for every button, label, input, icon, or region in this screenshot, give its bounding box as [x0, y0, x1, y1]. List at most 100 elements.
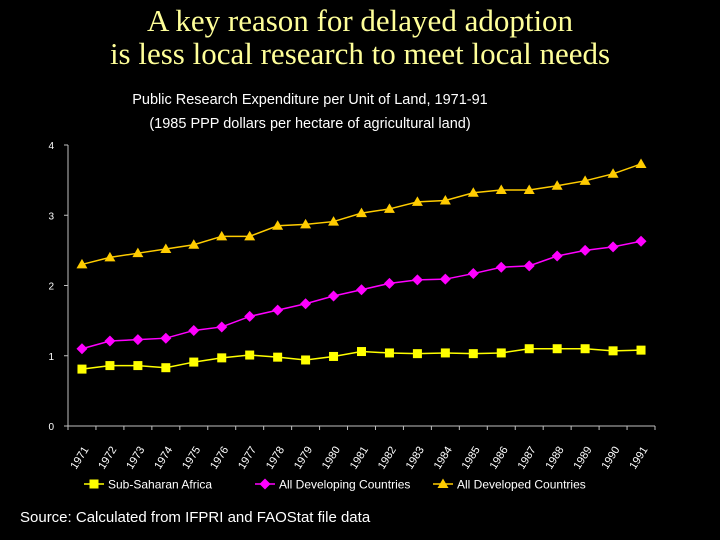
x-tick-label: 1983 [404, 444, 427, 471]
legend-marker [89, 479, 99, 489]
x-tick-label: 1977 [236, 444, 259, 471]
chart-subtitle: (1985 PPP dollars per hectare of agricul… [149, 116, 471, 132]
data-point [132, 247, 144, 258]
y-tick-label: 3 [48, 211, 54, 222]
data-point [579, 175, 591, 185]
data-point [551, 180, 563, 190]
x-tick-label: 1974 [152, 444, 175, 471]
data-point [272, 304, 284, 316]
data-point [272, 220, 284, 230]
x-tick-label: 1976 [208, 444, 231, 471]
data-point [635, 158, 647, 168]
data-point [76, 258, 88, 269]
data-point [440, 348, 450, 358]
data-point [188, 239, 200, 249]
y-tick-label: 2 [48, 282, 54, 293]
chart-title: Public Research Expenditure per Unit of … [132, 92, 488, 108]
series-sub-saharan-africa [77, 344, 646, 374]
x-tick-label: 1980 [320, 444, 343, 471]
legend-marker [259, 478, 271, 490]
data-point [383, 203, 395, 213]
data-point [523, 260, 535, 272]
data-point [328, 290, 340, 302]
data-point [608, 346, 618, 356]
data-point [104, 335, 116, 347]
data-point [273, 352, 283, 362]
x-tick-label: 1984 [432, 444, 455, 471]
slide-title: A key reason for delayed adoption is les… [0, 4, 720, 70]
data-point [132, 334, 144, 346]
x-tick-label: 1978 [264, 444, 287, 471]
series-all-developing-countries [76, 235, 647, 355]
x-tick-label: 1971 [68, 444, 91, 471]
series-all-developed-countries [76, 158, 647, 269]
x-tick-label: 1972 [96, 444, 119, 471]
x-tick-label: 1982 [376, 444, 399, 471]
data-point [245, 350, 255, 360]
y-tick-label: 1 [48, 352, 54, 363]
data-point [384, 348, 394, 358]
legend-label: Sub-Saharan Africa [108, 478, 212, 492]
x-tick-label: 1975 [180, 444, 203, 471]
legend-label: All Developed Countries [457, 478, 586, 492]
data-point [467, 268, 479, 280]
chart-legend: Sub-Saharan Africa All Developing Countri… [84, 478, 586, 492]
data-point [636, 345, 646, 355]
source-note: Source: Calculated from IFPRI and FAOSta… [20, 509, 371, 526]
data-point [329, 351, 339, 361]
data-point [496, 348, 506, 358]
data-point [579, 244, 591, 256]
data-point [133, 361, 143, 371]
data-point [356, 284, 367, 296]
data-point [357, 347, 366, 357]
chart-axes: 0 1 2 3 4 1971 1972 1973 1974 1975 1976 1977 1978 197… [48, 141, 656, 472]
data-point [495, 261, 507, 273]
data-point [216, 230, 228, 241]
x-tick-label: 1973 [124, 444, 147, 471]
data-point [217, 353, 227, 363]
data-point [635, 235, 647, 247]
slide-title-line-2: is less local research to meet local nee… [109, 36, 611, 71]
data-point [411, 196, 423, 206]
data-point [552, 344, 562, 354]
data-point [607, 241, 619, 253]
data-point [467, 187, 479, 197]
x-tick-label: 1985 [460, 444, 483, 471]
data-point [580, 344, 590, 354]
data-point [76, 343, 88, 355]
x-tick-label: 1979 [292, 444, 315, 471]
data-point [495, 184, 507, 194]
data-point [439, 273, 451, 285]
data-point [439, 194, 451, 205]
y-tick-label: 4 [48, 141, 54, 152]
data-point [244, 310, 256, 322]
data-point [328, 216, 340, 226]
data-point [161, 363, 171, 373]
data-point [551, 250, 563, 262]
x-tick-label: 1986 [488, 444, 511, 471]
data-point [244, 230, 256, 241]
legend-label: All Developing Countries [279, 478, 410, 492]
data-point [104, 251, 116, 262]
slide-title-line-1: A key reason for delayed adoption [146, 3, 574, 38]
data-point [524, 344, 534, 354]
legend-marker [437, 478, 449, 488]
data-point [356, 207, 367, 218]
x-tick-label: 1988 [544, 444, 567, 471]
data-point [301, 355, 311, 365]
data-point [188, 324, 200, 336]
data-point [300, 298, 312, 310]
data-point [468, 349, 478, 359]
chart-series [76, 158, 647, 374]
data-point [383, 277, 395, 289]
data-point [607, 168, 619, 178]
data-point [160, 332, 172, 344]
data-point [300, 218, 312, 229]
data-point [189, 357, 199, 367]
data-point [523, 184, 535, 194]
data-point [411, 274, 423, 286]
x-tick-label: 1987 [516, 444, 539, 471]
x-tick-label: 1990 [599, 444, 622, 471]
data-point [77, 364, 87, 374]
